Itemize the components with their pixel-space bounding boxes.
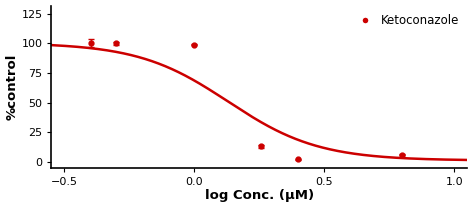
X-axis label: log Conc. (μM): log Conc. (μM) bbox=[205, 189, 314, 202]
Legend: Ketoconazole: Ketoconazole bbox=[351, 11, 462, 29]
Y-axis label: %control: %control bbox=[6, 53, 18, 120]
